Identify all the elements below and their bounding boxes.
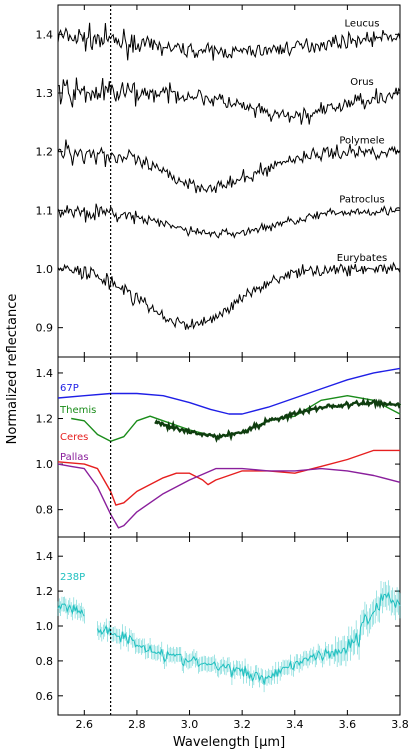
x-tick-label: 2.6 (76, 718, 94, 731)
series-line-238p (57, 603, 85, 617)
x-tick-label: 2.8 (128, 718, 146, 731)
x-axis-title: Wavelength [μm] (173, 735, 285, 750)
y-tick-label: 0.8 (36, 504, 54, 517)
y-tick-label: 1.2 (36, 413, 54, 426)
y-tick-label: 1.0 (36, 620, 54, 633)
y-tick-label: 1.4 (36, 550, 54, 563)
series-label-238p: 238P (60, 572, 85, 583)
series-line-patroclus (57, 203, 401, 239)
y-tick-label: 1.0 (36, 263, 54, 276)
y-tick-label: 1.3 (36, 87, 54, 100)
y-tick-label: 1.4 (36, 28, 54, 41)
series-label-leucus: Leucus (345, 18, 380, 29)
series-label-eurybates: Eurybates (337, 253, 387, 264)
y-tick-label: 1.2 (36, 585, 54, 598)
x-tick-label: 3.2 (233, 718, 251, 731)
y-tick-label: 1.1 (36, 204, 54, 217)
x-tick-label: 3.6 (339, 718, 357, 731)
y-tick-label: 1.4 (36, 367, 54, 380)
x-tick-label: 3.0 (181, 718, 199, 731)
series-label-pallas: Pallas (60, 452, 89, 463)
series-label-orus: Orus (350, 77, 374, 88)
series-line-orus (57, 77, 401, 125)
series-line-eurybates (57, 261, 401, 331)
series-line-pallas (57, 463, 401, 529)
series-line-67p (57, 367, 401, 415)
y-tick-label: 0.9 (36, 322, 54, 335)
y-tick-label: 0.8 (36, 655, 54, 668)
y-axis-title: Normalized reflectance (5, 294, 20, 445)
x-axis-ticks: 2.6 2.8 3.0 3.2 3.4 3.6 3.8 (76, 718, 409, 731)
y-tick-label: 0.6 (36, 690, 54, 703)
observed-spectrum (154, 397, 402, 443)
bottom-panel-238P: 0.6 0.8 1.0 1.2 1.4 238P (36, 536, 401, 716)
y-tick-label: 1.2 (36, 146, 54, 159)
x-tick-label: 3.4 (286, 718, 304, 731)
series-label-polymele: Polymele (339, 136, 384, 147)
middle-panel-reference-spectra: 0.8 1.0 1.2 1.4 67P Themis Ceres Pallas (36, 356, 402, 538)
series-label-patroclus: Patroclus (339, 194, 384, 205)
series-line-238p (97, 591, 401, 685)
series-label-67p: 67P (60, 383, 79, 394)
top-panel-trojans: 0.9 1.0 1.1 1.2 1.3 1.4 Leucus Orus Polymele Patr… (36, 4, 401, 358)
series-line-polymele (57, 139, 401, 194)
series-line-ceres (57, 449, 400, 506)
series-label-ceres: Ceres (60, 432, 88, 443)
x-tick-label: 3.8 (391, 718, 409, 731)
series-line-leucus (57, 22, 401, 61)
y-tick-label: 1.0 (36, 458, 54, 471)
series-label-themis: Themis (59, 405, 96, 416)
